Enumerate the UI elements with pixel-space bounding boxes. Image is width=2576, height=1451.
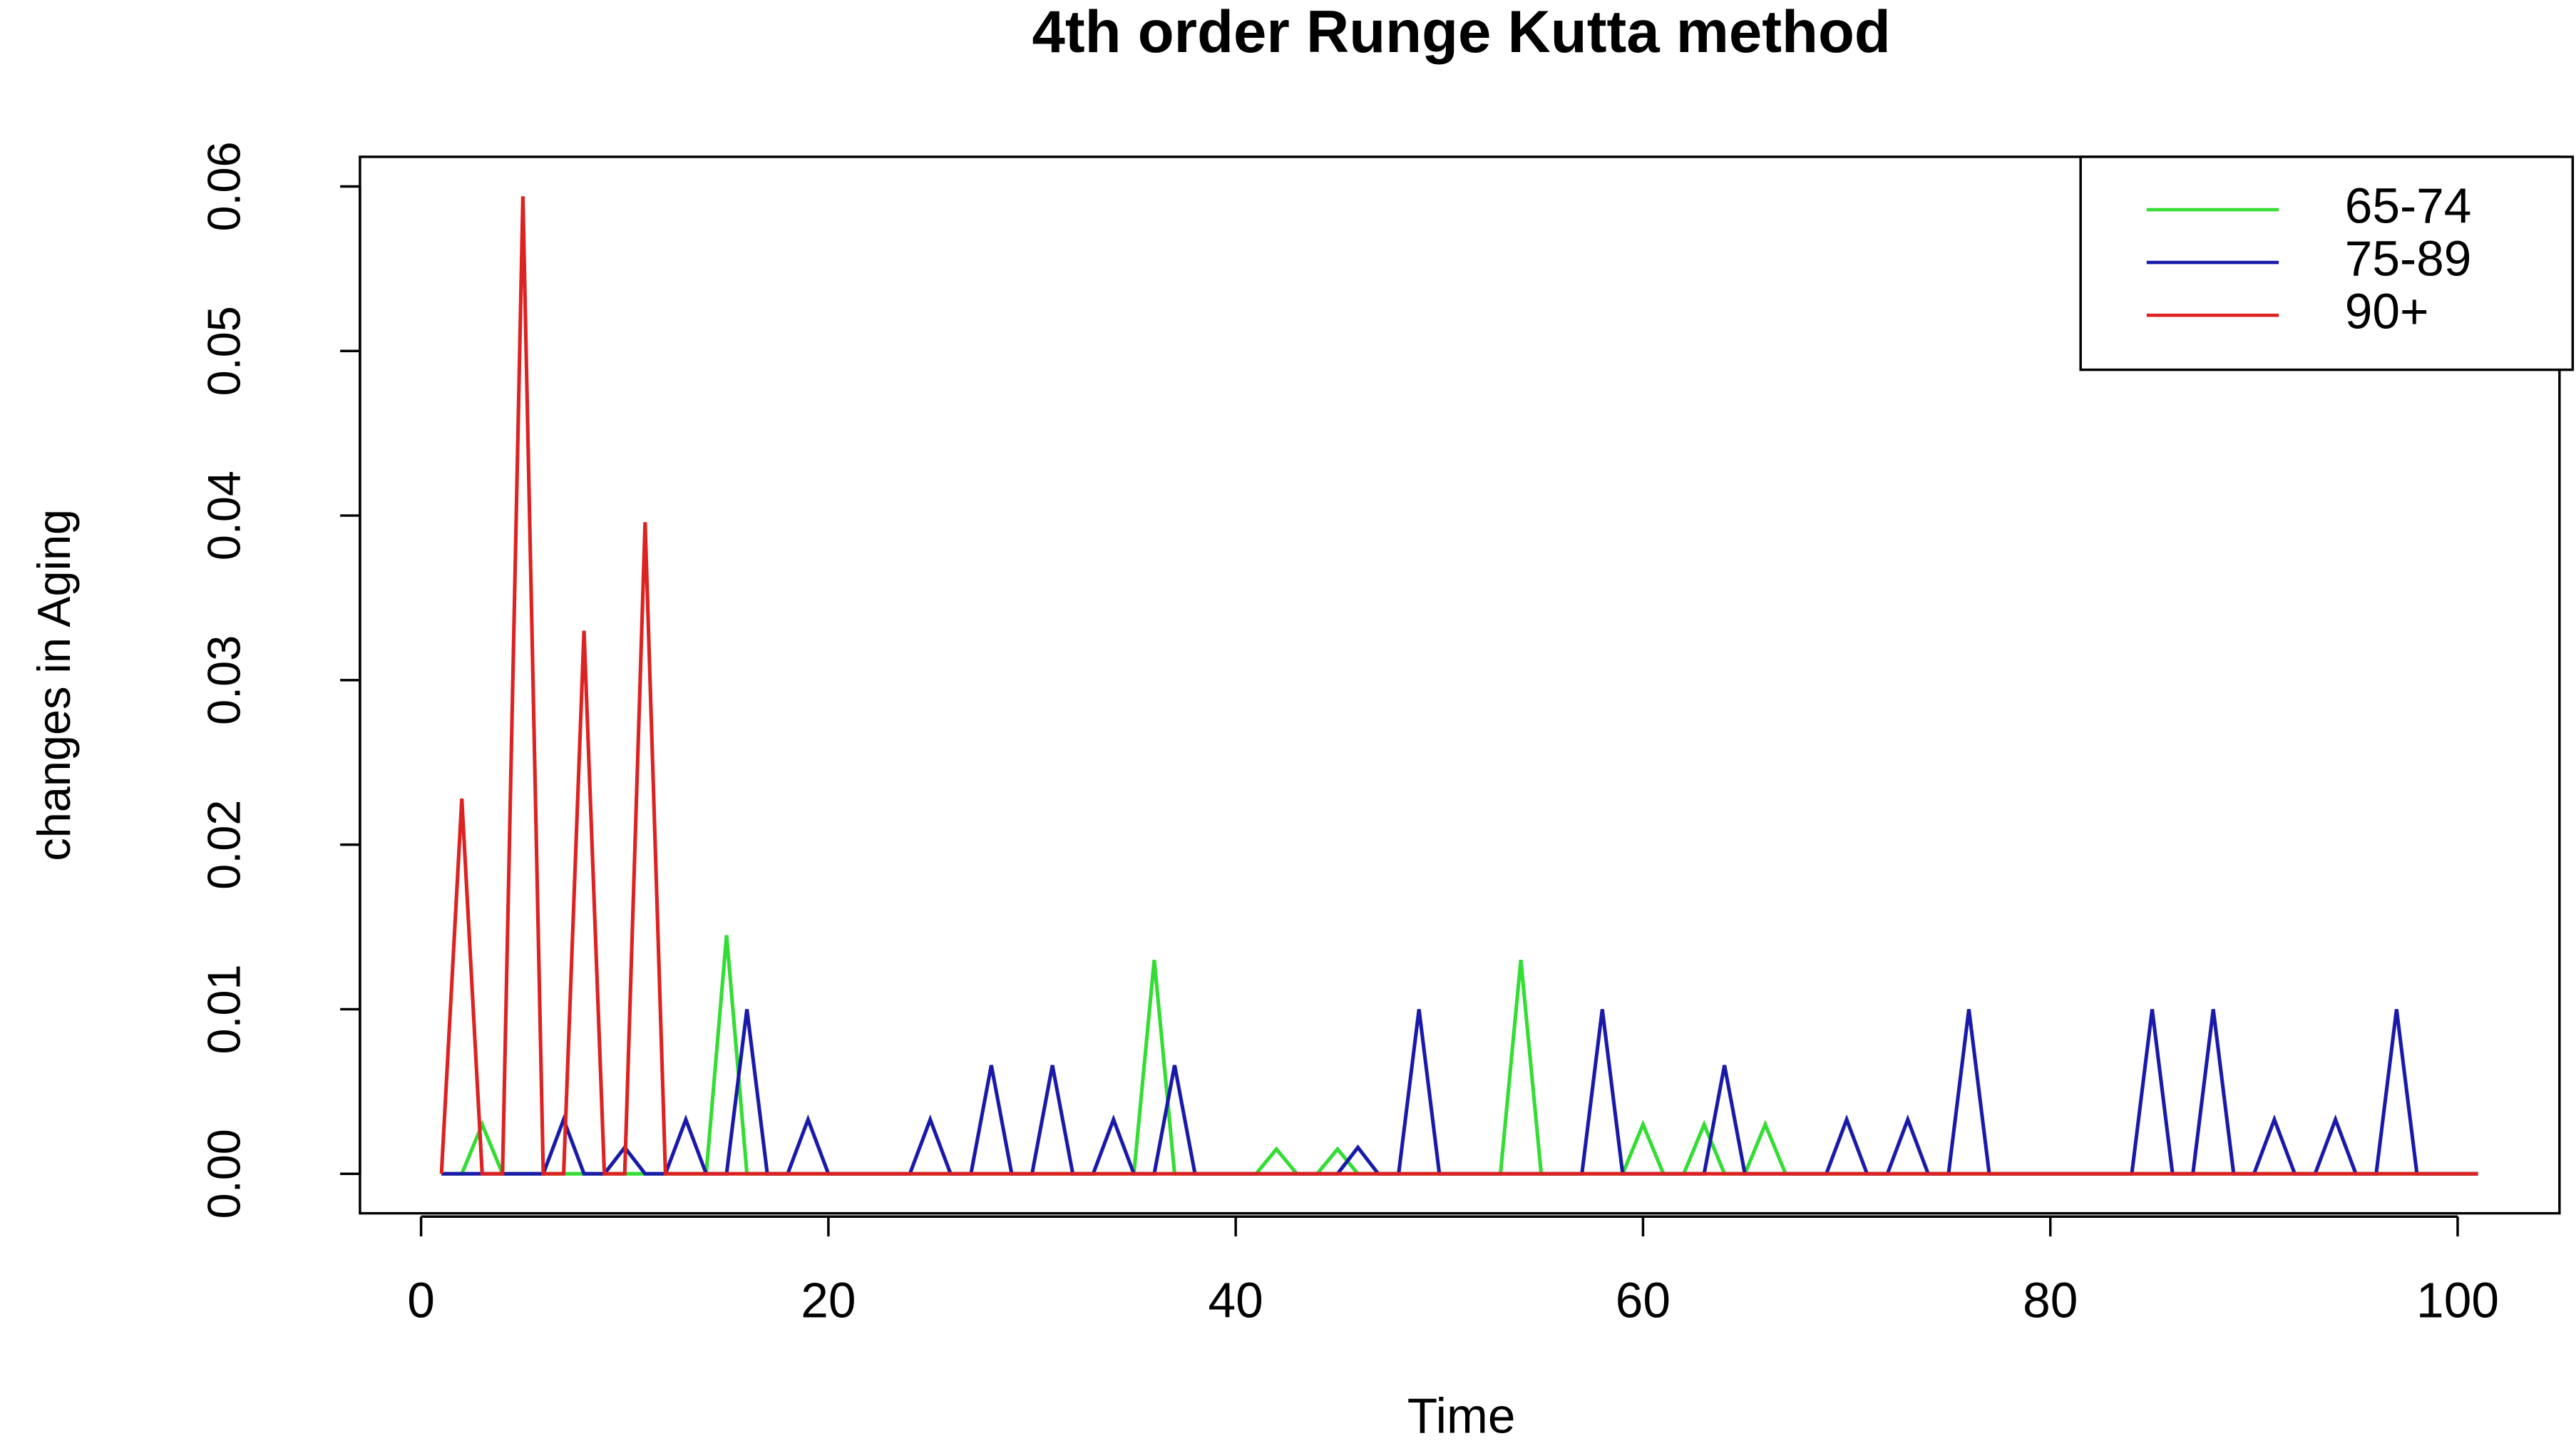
x-tick-label: 100	[2416, 1272, 2499, 1328]
y-tick-label: 0.01	[198, 964, 250, 1054]
x-tick-label: 40	[1209, 1272, 1263, 1328]
chart-title: 4th order Runge Kutta method	[1032, 0, 1891, 65]
legend-label: 65-74	[2345, 178, 2472, 233]
x-tick-label: 0	[407, 1272, 435, 1328]
series-line	[439, 196, 2478, 1176]
y-tick-label: 0.03	[198, 635, 250, 725]
series-line	[441, 1009, 2478, 1176]
x-axis-title: Time	[1407, 1388, 1516, 1443]
y-tick-label: 0.00	[198, 1129, 250, 1219]
legend-label: 75-89	[2345, 230, 2472, 286]
series-line	[441, 935, 2478, 1176]
legend-label: 90+	[2345, 284, 2429, 339]
x-tick-label: 80	[2023, 1272, 2078, 1328]
y-tick-label: 0.02	[198, 800, 250, 890]
y-tick-label: 0.04	[198, 471, 250, 560]
y-tick-label: 0.05	[198, 306, 250, 396]
x-tick-label: 20	[801, 1272, 856, 1328]
y-axis-title: changes in Aging	[28, 509, 80, 861]
x-tick-label: 60	[1616, 1272, 1671, 1328]
y-tick-label: 0.06	[198, 141, 250, 231]
